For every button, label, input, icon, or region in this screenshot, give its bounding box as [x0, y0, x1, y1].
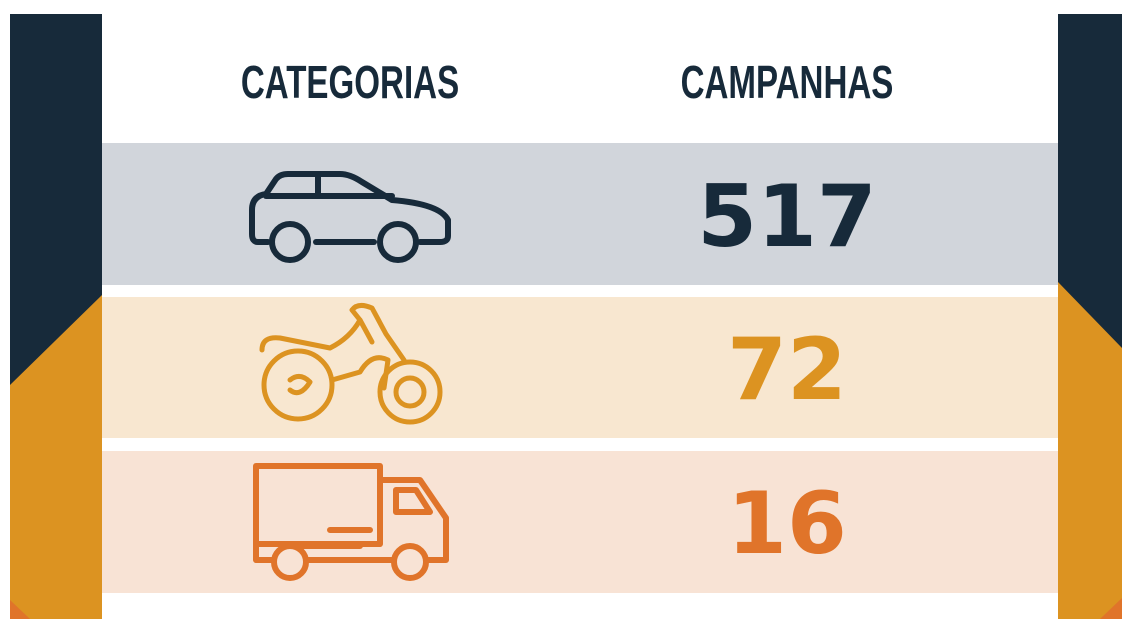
- header-campanhas: CAMPANHAS: [681, 58, 894, 108]
- motorcycle-icon: [259, 302, 443, 425]
- car-icon: [249, 171, 451, 263]
- left-corner: [10, 600, 30, 619]
- row-car: [102, 143, 1058, 285]
- value-moto: 72: [727, 320, 847, 420]
- truck-icon: [253, 463, 449, 581]
- right-corner: [1100, 598, 1122, 619]
- row-moto: [102, 297, 1058, 438]
- right-accent: [1058, 282, 1122, 619]
- value-car: 517: [697, 167, 877, 267]
- header-categorias: CATEGORIAS: [241, 58, 459, 108]
- row-truck: [102, 451, 1058, 593]
- value-truck: 16: [727, 474, 847, 574]
- left-accent: [10, 295, 102, 619]
